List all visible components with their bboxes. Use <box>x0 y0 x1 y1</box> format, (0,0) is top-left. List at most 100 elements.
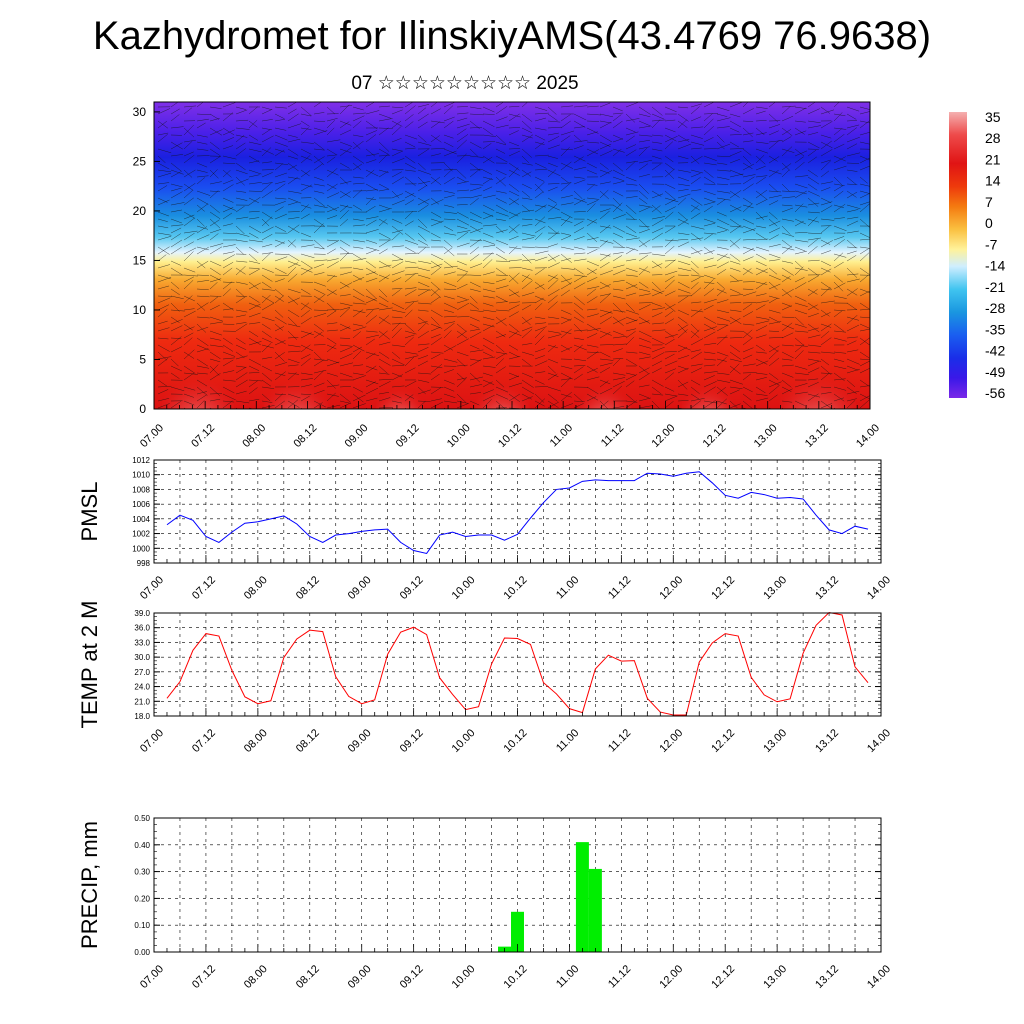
wind-barb <box>820 312 831 318</box>
wind-barb <box>157 246 170 255</box>
wind-barb <box>768 190 782 193</box>
wind-barb <box>300 395 310 402</box>
wind-barb <box>313 389 325 395</box>
wind-barb <box>482 176 494 180</box>
wind-barb <box>456 153 467 164</box>
wind-barb <box>456 230 471 234</box>
wind-barb <box>612 309 626 313</box>
wind-barb <box>352 386 363 393</box>
wind-barb <box>274 172 287 178</box>
wind-barb <box>508 130 519 136</box>
wind-barb <box>443 271 456 276</box>
wind-barb <box>781 115 794 122</box>
wind-barb <box>768 349 779 360</box>
wind-barb <box>573 176 585 179</box>
wind-barb <box>729 127 740 133</box>
wind-barb <box>352 218 364 221</box>
wind-barb <box>365 387 379 395</box>
wind-barb <box>196 141 208 145</box>
wind-barb <box>820 330 830 339</box>
wind-barb <box>716 117 731 122</box>
wind-barb <box>391 106 404 109</box>
wind-barb <box>586 248 598 255</box>
wind-barb <box>612 335 627 339</box>
wind-barb <box>560 330 572 335</box>
wind-barb <box>196 400 205 409</box>
wind-barb <box>404 162 416 170</box>
wind-barb <box>612 197 621 206</box>
wind-barb <box>287 266 297 276</box>
wind-barb <box>755 320 770 325</box>
wind-barb <box>274 197 287 200</box>
wind-barb <box>859 358 870 361</box>
heatmap-field <box>154 102 870 409</box>
wind-barb <box>742 347 754 353</box>
wind-barb <box>794 267 808 271</box>
wind-barb <box>417 204 429 213</box>
wind-barb <box>183 365 196 374</box>
wind-barb <box>469 288 481 292</box>
wind-barb <box>807 393 821 398</box>
wind-barb <box>222 400 233 409</box>
wind-barb <box>326 240 340 248</box>
wind-barb <box>534 162 547 169</box>
wind-barb <box>508 274 519 284</box>
wind-barb <box>443 247 453 255</box>
wind-barb <box>456 377 468 381</box>
wind-barb <box>742 132 754 136</box>
wind-barb <box>222 379 236 382</box>
wind-barb <box>222 351 236 357</box>
wind-barb <box>755 215 768 220</box>
pmsl-x-tick-label: 12.00 <box>657 574 685 602</box>
wind-barb <box>833 330 847 333</box>
wind-barb <box>313 130 328 136</box>
wind-barb <box>261 135 274 143</box>
wind-barb <box>560 161 572 171</box>
wind-barb <box>456 180 469 185</box>
wind-barb <box>287 358 300 364</box>
wind-barb <box>313 263 325 269</box>
wind-barb <box>287 288 301 294</box>
wind-barb <box>534 191 544 199</box>
wind-barb <box>300 141 314 144</box>
wind-barb <box>716 225 729 231</box>
wind-barb <box>235 323 248 332</box>
wind-barb <box>573 393 583 402</box>
wind-barb <box>482 239 496 245</box>
wind-barb <box>729 260 741 265</box>
wind-barb <box>170 316 180 323</box>
precip-y-tick-label: 0.00 <box>134 948 150 957</box>
wind-barb <box>248 197 260 204</box>
wind-barb <box>755 304 766 311</box>
pmsl-x-tick-label: 11.12 <box>606 574 633 601</box>
wind-barb <box>846 204 861 210</box>
wind-barb <box>495 148 506 154</box>
wind-barb <box>755 225 767 229</box>
wind-barb <box>807 132 819 136</box>
wind-barb <box>716 183 729 185</box>
wind-barb <box>300 106 312 117</box>
wind-barb <box>846 340 857 346</box>
wind-barb <box>261 148 274 155</box>
wind-barb <box>781 316 795 318</box>
temp2m-x-tick-label: 09.00 <box>346 727 374 755</box>
wind-barb <box>469 113 484 116</box>
wind-barb <box>469 359 482 367</box>
wind-barb <box>469 344 480 350</box>
wind-barb <box>690 225 705 230</box>
wind-barb <box>222 323 235 325</box>
wind-barb <box>612 239 624 248</box>
wind-barb <box>846 250 857 255</box>
wind-barb <box>326 118 338 122</box>
wind-barb <box>820 373 830 381</box>
pmsl-x-tick-label: 11.00 <box>554 574 581 601</box>
wind-barb <box>196 274 210 276</box>
wind-barb <box>534 117 547 122</box>
wind-barb <box>261 356 273 360</box>
wind-barb <box>833 217 845 220</box>
wind-barb <box>196 260 206 269</box>
temp2m-x-tick-label: 11.00 <box>554 727 581 754</box>
wind-barb <box>378 397 391 402</box>
wind-barb <box>755 351 767 354</box>
wind-barb <box>196 225 209 230</box>
